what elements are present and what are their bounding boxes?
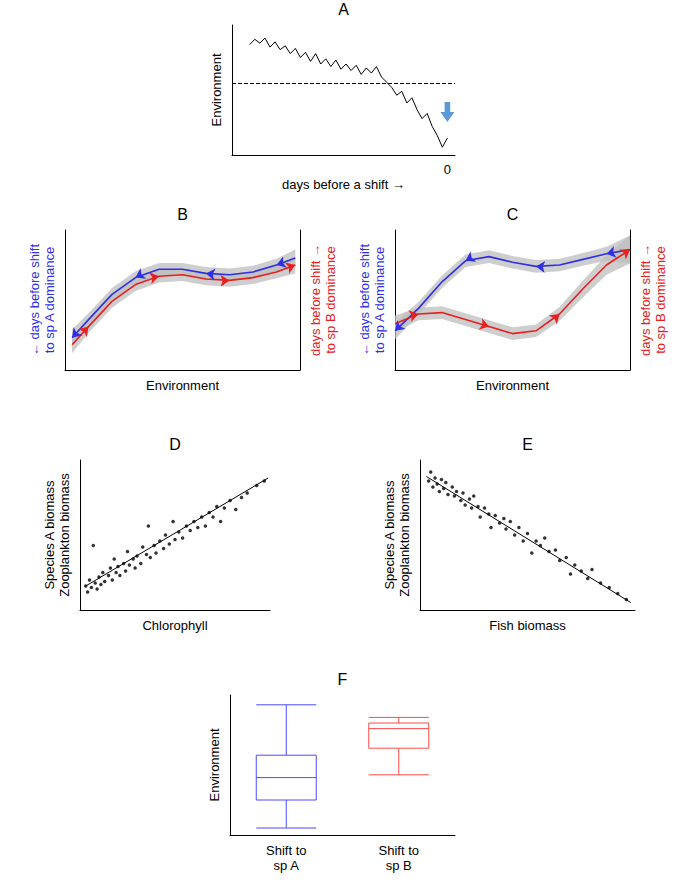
svg-text:days before a shift →: days before a shift →	[282, 177, 405, 192]
svg-text:to sp B dominance: to sp B dominance	[323, 246, 338, 354]
svg-text:Fish biomass: Fish biomass	[489, 618, 566, 633]
svg-text:sp A: sp A	[274, 858, 300, 873]
svg-text:Shift to: Shift to	[266, 843, 306, 858]
svg-text:Chlorophyll: Chlorophyll	[142, 618, 207, 633]
svg-text:to sp A dominance: to sp A dominance	[42, 247, 57, 353]
svg-text:to sp B dominance: to sp B dominance	[653, 246, 668, 354]
svg-text:← days before shift: ← days before shift	[27, 244, 42, 356]
svg-text:Species A biomass: Species A biomass	[382, 480, 397, 590]
svg-text:E: E	[522, 436, 533, 453]
svg-text:days before shift →: days before shift →	[308, 244, 323, 356]
svg-text:Environment: Environment	[207, 728, 222, 801]
svg-text:D: D	[169, 436, 181, 453]
svg-text:Zooplankton biomass: Zooplankton biomass	[57, 473, 72, 597]
svg-text:0: 0	[444, 162, 451, 177]
svg-text:A: A	[338, 1, 349, 18]
svg-text:to sp A dominance: to sp A dominance	[372, 247, 387, 353]
svg-text:F: F	[338, 671, 348, 688]
svg-text:Zooplankton biomass: Zooplankton biomass	[397, 473, 412, 597]
svg-text:B: B	[177, 206, 188, 223]
svg-text:C: C	[507, 206, 519, 223]
svg-text:Environment: Environment	[146, 378, 219, 393]
svg-text:sp B: sp B	[386, 858, 412, 873]
svg-text:Environment: Environment	[476, 378, 549, 393]
svg-text:Species A biomass: Species A biomass	[42, 480, 57, 590]
svg-text:days before shift →: days before shift →	[638, 244, 653, 356]
svg-text:← days before shift: ← days before shift	[357, 244, 372, 356]
svg-text:Environment: Environment	[209, 53, 224, 126]
svg-text:Shift to: Shift to	[379, 843, 419, 858]
